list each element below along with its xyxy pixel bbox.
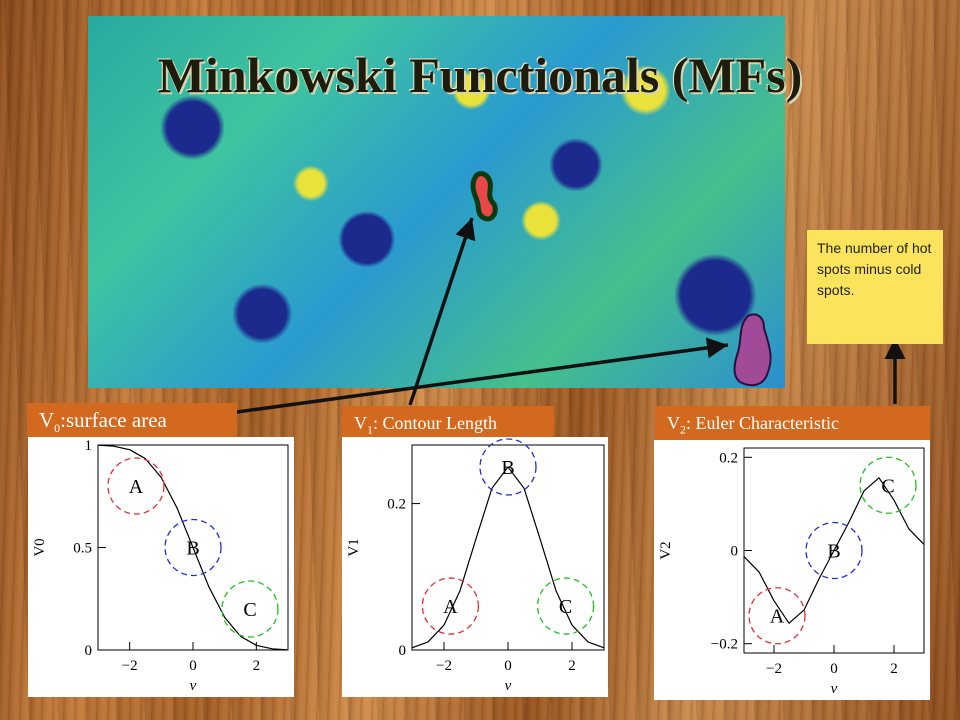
series-line	[97, 444, 289, 651]
x-tick-label: 2	[568, 658, 576, 674]
chart-svg-1: −2 0 2 ν 0 0.2 V1 A B C	[346, 438, 605, 694]
x-tick-label: −2	[436, 658, 452, 674]
y-tick-label: 0	[399, 643, 407, 659]
x-tick-label: −2	[122, 658, 138, 674]
chart-v2: −2 0 2 ν −0.2 0 0.2 V2 A B C	[654, 440, 930, 700]
y-tick-label: 0	[85, 643, 93, 659]
euler-note: The number of hot spots minus cold spots…	[807, 230, 943, 344]
y-tick-label: 0	[731, 544, 739, 560]
y-tick-label: 0.2	[387, 497, 406, 513]
hot-spot-contour	[470, 171, 498, 222]
y-tick-label: 0.2	[719, 450, 738, 466]
annotation-circle-a	[107, 457, 165, 515]
y-tick-label: −0.2	[711, 637, 738, 653]
slide-title: Minkowski Functionals (MFs)	[157, 47, 803, 103]
chart-svg-0: −2 0 2 ν 0 0.5 1 V0 A B C	[32, 438, 289, 694]
series-line	[743, 477, 925, 624]
arrow-v1-to-contour	[408, 217, 476, 406]
annotation-label-c: C	[243, 599, 256, 621]
annotation-circle-b	[164, 518, 222, 577]
annotation-circle-a	[748, 587, 806, 645]
x-tick-label: 2	[890, 661, 898, 677]
x-tick-label: 0	[504, 658, 512, 674]
x-tick-label: 0	[189, 658, 197, 674]
y-axis-label: V2	[658, 541, 674, 559]
chart-v0: −2 0 2 ν 0 0.5 1 V0 A B C	[28, 437, 294, 697]
x-tick-label: 0	[830, 661, 838, 677]
label-v2: V2: Euler Characteristic	[655, 406, 930, 440]
cold-spot-region	[733, 313, 772, 387]
annotation-label-a: A	[129, 476, 144, 498]
y-tick-label: 1	[85, 438, 93, 454]
y-axis-label: V1	[346, 538, 362, 556]
annotation-label-b: B	[501, 457, 514, 479]
annotation-label-a: A	[770, 606, 785, 628]
chart-v1: −2 0 2 ν 0 0.2 V1 A B C	[342, 437, 608, 697]
annotation-label-a: A	[443, 596, 458, 618]
label-v1: V1: Contour Length	[342, 406, 554, 440]
annotation-circle-a	[421, 577, 480, 635]
annotation-label-c: C	[881, 475, 894, 497]
annotation-label-c: C	[559, 596, 572, 618]
cmb-map-overlay	[470, 171, 772, 387]
chart-svg-2: −2 0 2 ν −0.2 0 0.2 V2 A B C	[658, 447, 925, 697]
annotation-circle-b	[805, 521, 863, 580]
x-tick-label: −2	[766, 661, 782, 677]
annotation-label-b: B	[186, 538, 199, 560]
x-axis-label: ν	[505, 678, 512, 694]
annotation-circle-c	[859, 456, 917, 514]
series-line	[411, 466, 605, 649]
x-tick-label: 2	[253, 658, 260, 674]
y-axis-label: V0	[32, 538, 48, 556]
annotation-circle-b	[479, 438, 537, 496]
x-axis-label: ν	[831, 681, 838, 697]
y-tick-label: 0.5	[73, 541, 92, 557]
annotation-circle-c	[221, 580, 279, 638]
x-axis-label: ν	[190, 678, 197, 694]
arrow-v0-to-region	[236, 337, 729, 414]
annotation-label-b: B	[827, 541, 840, 563]
annotation-circle-c	[536, 577, 595, 635]
label-v0: V0:surface area	[27, 403, 237, 437]
